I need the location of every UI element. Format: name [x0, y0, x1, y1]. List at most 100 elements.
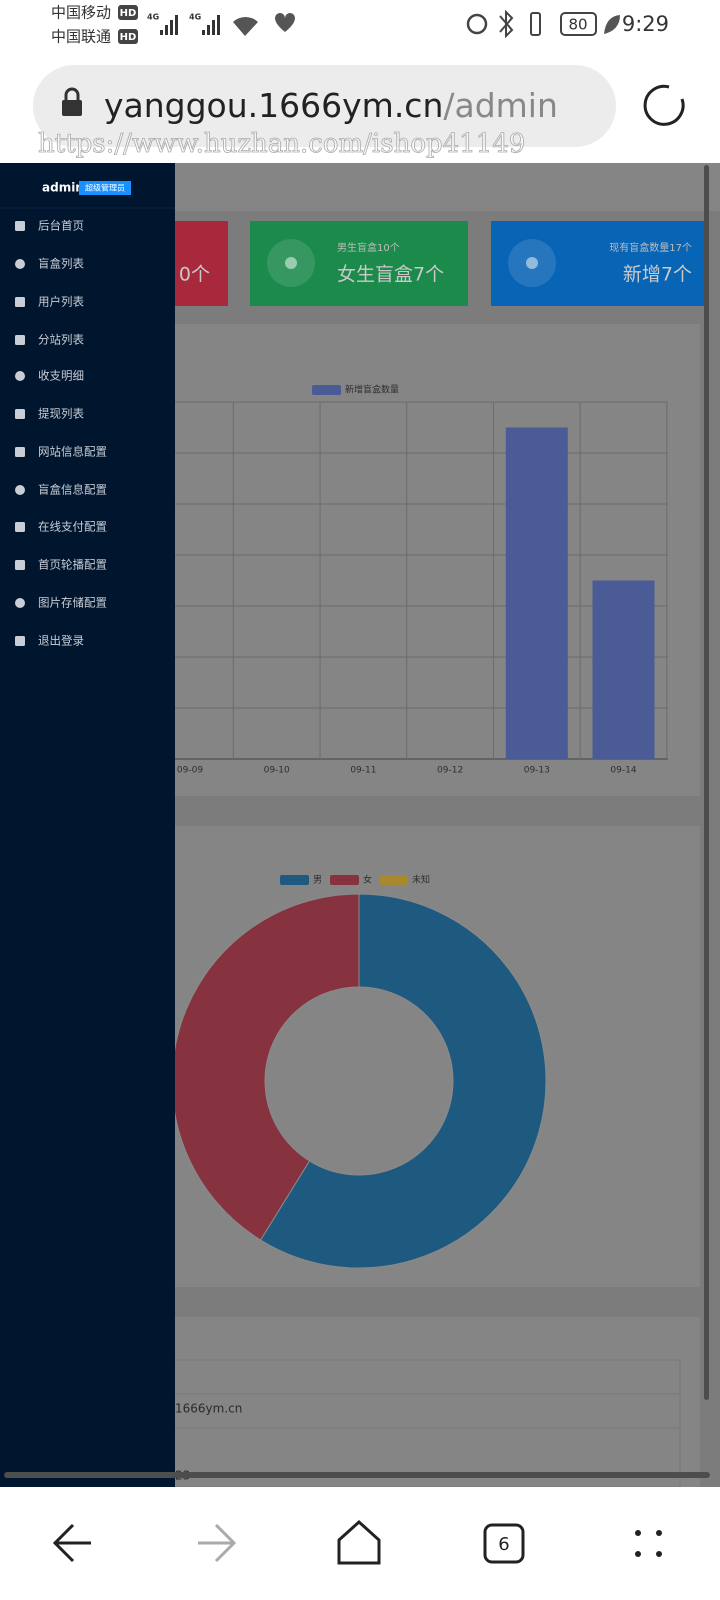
menu-item[interactable]: 用户列表 — [15, 295, 84, 309]
leaf-icon — [604, 15, 620, 34]
menu-item[interactable]: 盲盒信息配置 — [15, 483, 107, 497]
signal-bar — [217, 15, 220, 35]
x-tick-label: 09-10 — [264, 766, 290, 776]
lock-body — [62, 100, 82, 116]
menu-button[interactable] — [635, 1530, 662, 1557]
menu-item[interactable]: 后台首页 — [15, 219, 84, 233]
card-icon — [526, 257, 538, 269]
card-caption: 男生盲盒10个 — [337, 241, 400, 254]
signal-bar — [212, 20, 215, 35]
legend-swatch — [330, 875, 359, 885]
signal-bar — [175, 15, 178, 35]
menu-item[interactable]: 首页轮播配置 — [15, 558, 107, 572]
menu-label: 图片存储配置 — [38, 596, 107, 610]
menu-dot — [656, 1551, 662, 1557]
legend-swatch — [312, 385, 341, 395]
menu-icon — [15, 297, 25, 307]
nav-bar — [0, 1487, 720, 1600]
menu-icon — [15, 598, 25, 608]
clock: 9:29 — [622, 12, 669, 36]
menu-dot — [635, 1551, 641, 1557]
lock-shackle — [64, 87, 80, 100]
network: 4G — [189, 13, 201, 22]
hd-badge — [118, 29, 138, 44]
menu-label: 首页轮播配置 — [38, 558, 107, 572]
donut-slice — [171, 893, 360, 1241]
menu-label: 用户列表 — [38, 295, 84, 309]
back-button[interactable] — [52, 1523, 91, 1563]
menu-icon — [15, 259, 25, 269]
sidebar — [0, 163, 175, 1487]
scrollbar-v — [704, 165, 709, 1400]
menu-icon — [15, 522, 25, 532]
menu-label: 分站列表 — [38, 333, 84, 347]
watermark: https://www.huzhan.com/ishop41149 — [38, 129, 525, 159]
card-icon — [285, 257, 297, 269]
network: 4G — [147, 13, 159, 22]
tab-count: 6 — [498, 1534, 509, 1555]
menu-label: 网站信息配置 — [38, 445, 107, 459]
address-bar[interactable]: yanggou.1666ym.cn/admin — [33, 65, 616, 147]
hd-text: HD — [120, 8, 137, 19]
health-icon — [275, 13, 295, 32]
menu-dot — [635, 1530, 641, 1536]
tabs-box — [483, 1523, 525, 1564]
menu-icon — [15, 560, 25, 570]
card-value: 0个 — [179, 264, 210, 286]
x-tick-label: 09-14 — [610, 766, 636, 776]
forward-button[interactable] — [198, 1523, 237, 1563]
menu-item[interactable]: 盲盒列表 — [15, 257, 84, 271]
status-bar: 中国移动 HD 4G 中国联通 HD 4G 80 9:29 — [51, 4, 669, 46]
menu-label: 盲盒信息配置 — [38, 483, 107, 497]
wifi-icon — [233, 16, 258, 36]
menu-item[interactable]: 收支明细 — [15, 369, 84, 383]
x-tick-label: 09-11 — [350, 766, 376, 776]
menu-label: 在线支付配置 — [38, 520, 107, 534]
battery-level: 80 — [568, 16, 587, 34]
reload-button[interactable] — [643, 84, 685, 126]
legend-label: 男 — [313, 875, 322, 886]
menu-icon — [15, 636, 25, 646]
menu-icon — [15, 409, 25, 419]
legend-label: 女 — [363, 874, 372, 886]
tabs-button[interactable]: 6 — [483, 1523, 525, 1564]
menu-label: 退出登录 — [38, 634, 84, 648]
alarm-icon — [466, 13, 488, 35]
carrier: 中国联通 — [51, 28, 111, 46]
signal-bar — [202, 30, 205, 35]
legend-swatch — [379, 875, 408, 885]
home-button[interactable] — [337, 1519, 381, 1565]
legend-swatch — [280, 875, 309, 885]
menu-icon — [15, 221, 25, 231]
menu-item[interactable]: 图片存储配置 — [15, 596, 107, 610]
menu-icon — [15, 335, 25, 345]
menu-icon — [15, 485, 25, 495]
menu-icon — [15, 371, 25, 381]
x-tick-label: 09-12 — [437, 766, 463, 776]
menu-item[interactable]: 提现列表 — [15, 407, 84, 421]
scrollbar-h — [4, 1472, 710, 1478]
menu-item[interactable]: 网站信息配置 — [15, 445, 107, 459]
sidebar-user: admin — [42, 181, 84, 195]
vibrate-icon — [530, 12, 541, 36]
url-host: yanggou.1666ym.cn — [104, 86, 443, 125]
url-path: /admin — [443, 86, 558, 125]
menu-label: 后台首页 — [38, 219, 84, 233]
legend-label: 新增盲盒数量 — [345, 384, 399, 396]
menu-item[interactable]: 在线支付配置 — [15, 520, 107, 534]
signal-bar — [165, 25, 168, 35]
menu-label: 收支明细 — [38, 369, 84, 383]
menu-item[interactable]: 分站列表 — [15, 333, 84, 347]
legend-label: 未知 — [412, 874, 430, 886]
card-value: 新增7个 — [623, 264, 692, 286]
url: yanggou.1666ym.cn/admin — [104, 86, 558, 125]
battery — [560, 12, 597, 36]
menu-item[interactable]: 退出登录 — [15, 634, 84, 648]
carrier: 中国移动 — [51, 4, 111, 22]
menu-icon — [15, 447, 25, 457]
card-caption: 现有盲盒数量17个 — [609, 241, 692, 254]
table-cell: 1666ym.cn — [175, 1402, 242, 1416]
